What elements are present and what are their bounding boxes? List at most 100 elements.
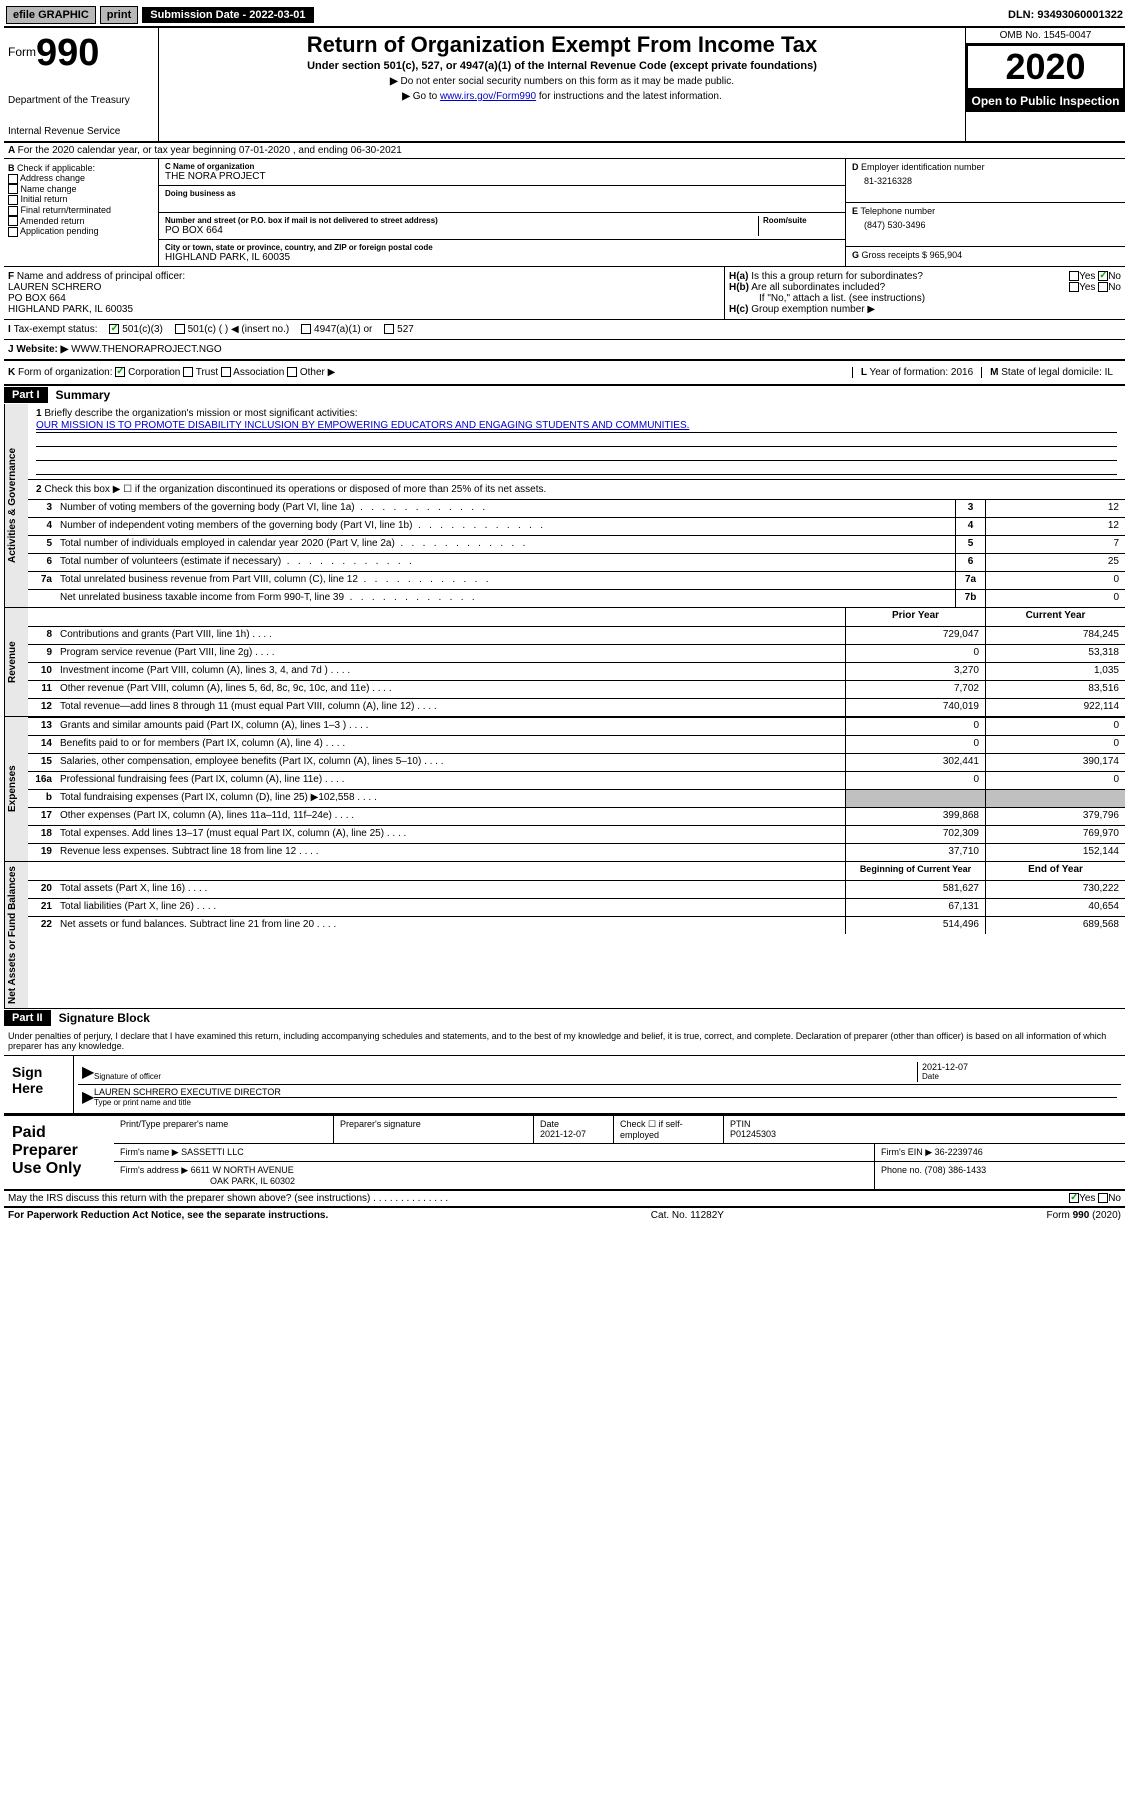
- application-pending-checkbox[interactable]: [8, 227, 18, 237]
- firm-name-label: Firm's name ▶: [120, 1147, 179, 1157]
- perjury-text: Under penalties of perjury, I declare th…: [4, 1027, 1125, 1056]
- ein: 81-3216328: [852, 172, 1119, 190]
- prep-name-label: Print/Type preparer's name: [120, 1119, 228, 1129]
- trust-checkbox[interactable]: [183, 367, 193, 377]
- phone: (847) 530-3496: [852, 216, 1119, 234]
- date-label: Date: [922, 1072, 1117, 1081]
- hc-label: Group exemption number ▶: [751, 304, 875, 315]
- name-change-checkbox[interactable]: [8, 184, 18, 194]
- table-row: 14Benefits paid to or for members (Part …: [28, 735, 1125, 753]
- tax-year-range: A For the 2020 calendar year, or tax yea…: [4, 143, 1125, 159]
- ha-no-checkbox[interactable]: [1098, 271, 1108, 281]
- hb-yes-checkbox[interactable]: [1069, 282, 1079, 292]
- part2-title: Signature Block: [51, 1009, 158, 1027]
- expenses-section: Expenses 13Grants and similar amounts pa…: [4, 717, 1125, 862]
- table-row: 5Total number of individuals employed in…: [28, 535, 1125, 553]
- org-name-label: Name of organization: [173, 162, 254, 171]
- revenue-section: Revenue Prior Year Current Year 8Contrib…: [4, 608, 1125, 717]
- sig-name-label: Type or print name and title: [94, 1097, 1117, 1107]
- city-label: City or town, state or province, country…: [165, 243, 839, 252]
- prep-phone-label: Phone no.: [881, 1165, 922, 1175]
- year-formation: 2016: [951, 367, 973, 378]
- mission-label: Briefly describe the organization's miss…: [44, 408, 357, 419]
- irs-link[interactable]: www.irs.gov/Form990: [440, 91, 536, 102]
- table-row: 3Number of voting members of the governi…: [28, 499, 1125, 517]
- firm-city: OAK PARK, IL 60302: [120, 1176, 295, 1186]
- inspection-label: Open to Public Inspection: [966, 90, 1125, 112]
- part1-header: Part I: [4, 387, 48, 403]
- firm-ein: 36-2239746: [935, 1147, 983, 1157]
- netassets-tab: Net Assets or Fund Balances: [4, 862, 28, 1008]
- firm-name: SASSETTI LLC: [181, 1147, 244, 1157]
- top-bar: efile GRAPHIC print Submission Date - 20…: [4, 4, 1125, 28]
- prep-date: 2021-12-07: [540, 1129, 586, 1139]
- dba-label: Doing business as: [165, 189, 839, 198]
- discuss-label: May the IRS discuss this return with the…: [8, 1193, 448, 1204]
- assoc-checkbox[interactable]: [221, 367, 231, 377]
- form-header: Form990 Department of the Treasury Inter…: [4, 28, 1125, 143]
- table-row: 17Other expenses (Part IX, column (A), l…: [28, 807, 1125, 825]
- department: Department of the Treasury: [8, 95, 154, 106]
- 501c3-checkbox[interactable]: [109, 324, 119, 334]
- part2-header: Part II: [4, 1010, 51, 1026]
- 527-checkbox[interactable]: [384, 324, 394, 334]
- prep-phone: (708) 386-1433: [925, 1165, 987, 1175]
- submission-date: Submission Date - 2022-03-01: [142, 7, 313, 23]
- initial-return-checkbox[interactable]: [8, 195, 18, 205]
- org-name: THE NORA PROJECT: [165, 171, 839, 182]
- discuss-no-checkbox[interactable]: [1098, 1193, 1108, 1203]
- table-row: 11Other revenue (Part VIII, column (A), …: [28, 680, 1125, 698]
- ha-label: Is this a group return for subordinates?: [751, 271, 923, 282]
- part1-title: Summary: [48, 386, 119, 404]
- discuss-yes-checkbox[interactable]: [1069, 1193, 1079, 1203]
- room-label: Room/suite: [763, 216, 839, 225]
- table-row: 10Investment income (Part VIII, column (…: [28, 662, 1125, 680]
- form-org-row: K Form of organization: Corporation Trus…: [4, 361, 1125, 386]
- table-row: 22Net assets or fund balances. Subtract …: [28, 916, 1125, 934]
- table-row: 4Number of independent voting members of…: [28, 517, 1125, 535]
- firm-addr-label: Firm's address ▶: [120, 1165, 188, 1175]
- hb-note: If "No," attach a list. (see instruction…: [729, 293, 1121, 304]
- sign-here-block: Sign Here ▶ Signature of officer 2021-12…: [4, 1056, 1125, 1114]
- current-year-header: Current Year: [985, 608, 1125, 626]
- city: HIGHLAND PARK, IL 60035: [165, 252, 839, 263]
- year-formation-label: Year of formation:: [870, 367, 949, 378]
- table-row: 15Salaries, other compensation, employee…: [28, 753, 1125, 771]
- 4947-checkbox[interactable]: [301, 324, 311, 334]
- amended-return-checkbox[interactable]: [8, 216, 18, 226]
- website-label: Website: ▶: [16, 344, 68, 355]
- ha-yes-checkbox[interactable]: [1069, 271, 1079, 281]
- address-change-checkbox[interactable]: [8, 174, 18, 184]
- governance-tab: Activities & Governance: [4, 404, 28, 607]
- check-applicable-label: Check if applicable:: [17, 163, 95, 173]
- firm-addr: 6611 W NORTH AVENUE: [191, 1165, 294, 1175]
- table-row: 7aTotal unrelated business revenue from …: [28, 571, 1125, 589]
- tax-year: 2020: [966, 44, 1125, 90]
- governance-section: Activities & Governance 1 Briefly descri…: [4, 404, 1125, 608]
- address: PO BOX 664: [165, 225, 754, 236]
- part1-header-row: Part I Summary: [4, 386, 1125, 404]
- sig-name: LAUREN SCHRERO EXECUTIVE DIRECTOR: [94, 1087, 1117, 1097]
- info-block: B Check if applicable: Address change Na…: [4, 159, 1125, 267]
- form-footer: Form 990 (2020): [1047, 1210, 1121, 1221]
- prep-sig-label: Preparer's signature: [340, 1119, 421, 1129]
- print-button[interactable]: print: [100, 6, 138, 24]
- sig-date: 2021-12-07: [922, 1062, 1117, 1072]
- firm-ein-label: Firm's EIN ▶: [881, 1147, 932, 1157]
- gross-receipts: 965,904: [930, 250, 963, 260]
- form-org-label: Form of organization:: [18, 367, 113, 378]
- phone-label: Telephone number: [861, 206, 936, 216]
- state-label: State of legal domicile:: [1001, 367, 1102, 378]
- efile-button[interactable]: efile GRAPHIC: [6, 6, 96, 24]
- ptin-label: PTIN: [730, 1119, 751, 1129]
- expenses-tab: Expenses: [4, 717, 28, 861]
- hb-no-checkbox[interactable]: [1098, 282, 1108, 292]
- other-checkbox[interactable]: [287, 367, 297, 377]
- dln: DLN: 93493060001322: [1008, 9, 1123, 21]
- 501c-checkbox[interactable]: [175, 324, 185, 334]
- corp-checkbox[interactable]: [115, 367, 125, 377]
- table-row: 21Total liabilities (Part X, line 26) . …: [28, 898, 1125, 916]
- officer-row: F Name and address of principal officer:…: [4, 267, 1125, 320]
- final-return-checkbox[interactable]: [8, 206, 18, 216]
- ptin: P01245303: [730, 1129, 776, 1139]
